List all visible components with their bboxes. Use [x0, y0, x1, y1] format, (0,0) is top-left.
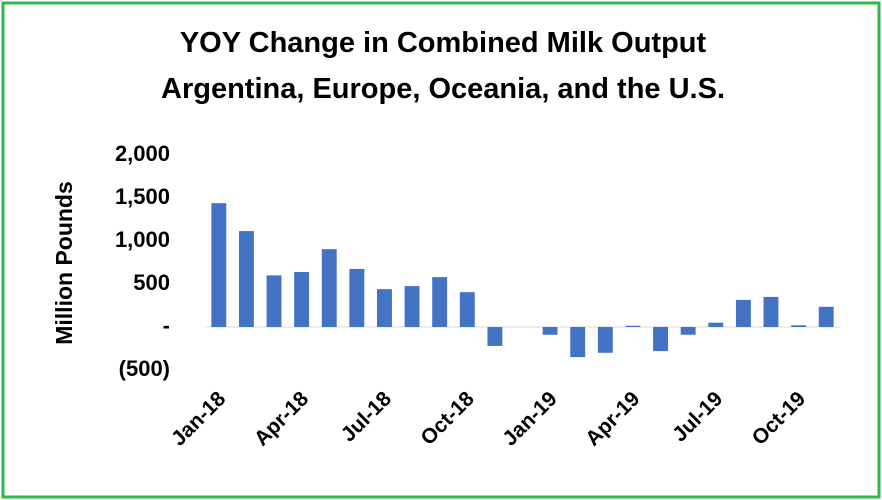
bar: [653, 327, 668, 352]
bar: [708, 322, 724, 327]
y-tick-label: 1,000: [115, 227, 170, 252]
bar: [597, 327, 613, 353]
bar: [321, 249, 337, 327]
bar: [680, 327, 696, 335]
bar: [542, 327, 558, 335]
bar: [294, 271, 310, 327]
bar: [432, 277, 448, 327]
bar: [763, 296, 779, 327]
y-tick-label: 500: [133, 270, 170, 295]
bar: [377, 289, 392, 327]
chart-title: Argentina, Europe, Oceania, and the U.S.: [161, 73, 725, 105]
bar: [266, 275, 282, 327]
bar: [735, 299, 751, 327]
y-tick-label: 1,500: [115, 184, 170, 209]
y-tick-label: (500): [119, 356, 170, 381]
bar: [818, 306, 834, 327]
y-tick-label: -: [163, 313, 170, 338]
bar: [404, 286, 420, 327]
y-tick-label: 2,000: [115, 141, 170, 166]
bar: [459, 292, 475, 327]
bar: [349, 268, 365, 327]
bar: [487, 327, 503, 346]
bar: [211, 203, 227, 327]
bar: [791, 325, 807, 327]
bar: [238, 231, 254, 327]
bar: [570, 327, 586, 358]
bar: [625, 325, 641, 327]
y-axis-label: Million Pounds: [51, 181, 77, 345]
chart-title: YOY Change in Combined Milk Output: [180, 27, 707, 59]
